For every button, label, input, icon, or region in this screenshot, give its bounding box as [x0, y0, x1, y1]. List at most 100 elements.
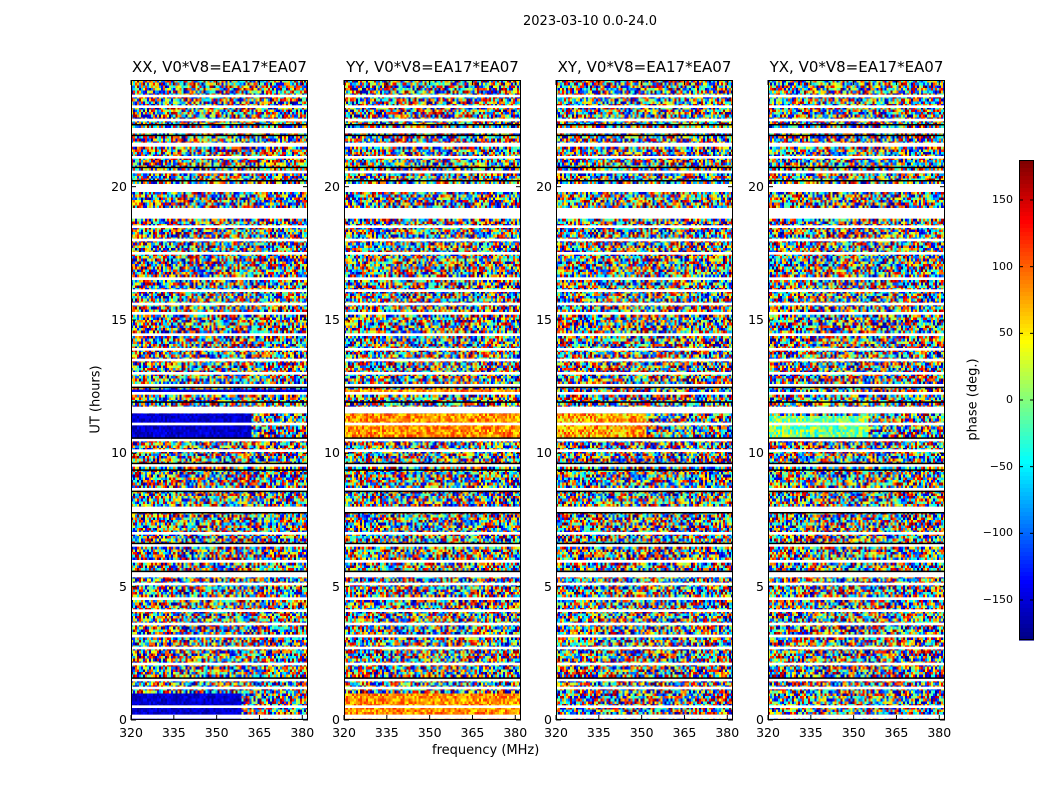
colorbar-segment	[1019, 172, 1034, 177]
flagged-band	[344, 392, 521, 395]
flagged-band	[556, 372, 733, 375]
flagged-band	[344, 277, 521, 280]
flagged-band	[344, 142, 521, 147]
x-tick-label: 320	[119, 725, 143, 740]
x-tick-label: 365	[884, 725, 909, 740]
x-tick-label: 380	[290, 725, 315, 740]
colorbar-segment	[1019, 608, 1034, 613]
flagged-band	[768, 156, 945, 159]
colorbar-segment	[1019, 284, 1034, 289]
dark-band	[768, 124, 945, 126]
flagged-band	[768, 560, 945, 563]
colorbar-segment	[1019, 604, 1034, 609]
flagged-band	[131, 358, 308, 362]
colorbar-segment	[1019, 436, 1034, 441]
colorbar-segment	[1019, 560, 1034, 565]
colorbar-segment	[1019, 192, 1034, 197]
flagged-band	[556, 560, 733, 563]
colorbar-segment	[1019, 276, 1034, 281]
colorbar-segment	[1019, 380, 1034, 385]
colorbar-segment	[1019, 472, 1034, 477]
colorbar-segment	[1019, 484, 1034, 489]
colorbar-segment	[1019, 396, 1034, 401]
colorbar-segment	[1019, 232, 1034, 237]
flagged-band	[131, 105, 308, 108]
x-tick-label: 380	[715, 725, 740, 740]
flagged-band	[556, 634, 733, 638]
colorbar-segment	[1019, 528, 1034, 533]
y-tick-label: 15	[536, 312, 552, 327]
colorbar-segment	[1019, 616, 1034, 621]
flagged-band	[768, 646, 945, 650]
flagged-band	[768, 488, 945, 491]
flagged-band	[556, 289, 733, 292]
flagged-band	[131, 384, 308, 387]
flagged-band	[131, 582, 308, 586]
flagged-band	[131, 277, 308, 280]
colorbar-segment	[1019, 420, 1034, 425]
panel-frame	[556, 80, 733, 720]
colorbar-segment	[1019, 480, 1034, 485]
flagged-band	[768, 449, 945, 452]
flagged-band	[131, 225, 308, 228]
y-tick-label: 5	[332, 578, 340, 594]
colorbar	[1019, 160, 1034, 641]
colorbar-segment	[1019, 240, 1034, 245]
dark-band	[344, 512, 521, 514]
flagged-band	[556, 252, 733, 255]
dark-band	[344, 180, 521, 182]
colorbar-segment	[1019, 408, 1034, 413]
panel-title-yx: YX, V0*V8=EA17*EA07	[769, 58, 944, 76]
flagged-band	[131, 406, 308, 414]
colorbar-segment	[1019, 324, 1034, 329]
flagged-band	[768, 582, 945, 586]
colorbar-segment	[1019, 180, 1034, 185]
colorbar-segment	[1019, 636, 1034, 641]
colorbar-segment	[1019, 404, 1034, 409]
colorbar-segment	[1019, 516, 1034, 521]
x-tick-label: 380	[503, 725, 528, 740]
flagged-band	[131, 634, 308, 638]
flagged-band	[768, 438, 945, 442]
colorbar-segment	[1019, 252, 1034, 257]
y-tick-label: 0	[332, 712, 340, 727]
flagged-band	[768, 348, 945, 351]
flagged-band	[556, 142, 733, 147]
colorbar-segment	[1019, 628, 1034, 633]
flagged-band	[768, 252, 945, 255]
y-tick-label: 0	[756, 712, 764, 727]
colorbar-segment	[1019, 264, 1034, 269]
flagged-band	[344, 686, 521, 690]
x-tick-label: 350	[417, 725, 442, 740]
dark-band	[131, 512, 308, 514]
colorbar-segment	[1019, 212, 1034, 217]
flagged-band	[131, 118, 308, 122]
flagged-band	[344, 597, 521, 600]
colorbar-segment	[1019, 224, 1034, 229]
colorbar-segment	[1019, 564, 1034, 569]
colorbar-segment	[1019, 296, 1034, 301]
dark-band	[344, 469, 521, 471]
flagged-band	[344, 544, 521, 547]
flagged-band	[344, 662, 521, 666]
colorbar-segment	[1019, 504, 1034, 509]
colorbar-segment	[1019, 312, 1034, 317]
flagged-band	[556, 544, 733, 547]
dark-band	[131, 386, 308, 389]
flagged-band	[344, 94, 521, 98]
dark-band	[768, 512, 945, 514]
dark-band	[556, 437, 733, 439]
flagged-band	[556, 170, 733, 174]
panel-frame	[131, 80, 308, 720]
figure-suptitle: 2023-03-10 0.0-24.0	[523, 14, 657, 29]
flagged-band	[768, 422, 945, 426]
dark-band	[556, 166, 733, 169]
dark-band	[556, 542, 733, 545]
colorbar-segment	[1019, 168, 1034, 173]
colorbar-segment	[1019, 360, 1034, 365]
flagged-band	[556, 128, 733, 134]
colorbar-segment	[1019, 184, 1034, 189]
dark-band	[556, 677, 733, 679]
flagged-band	[768, 94, 945, 98]
flagged-band	[556, 208, 733, 219]
